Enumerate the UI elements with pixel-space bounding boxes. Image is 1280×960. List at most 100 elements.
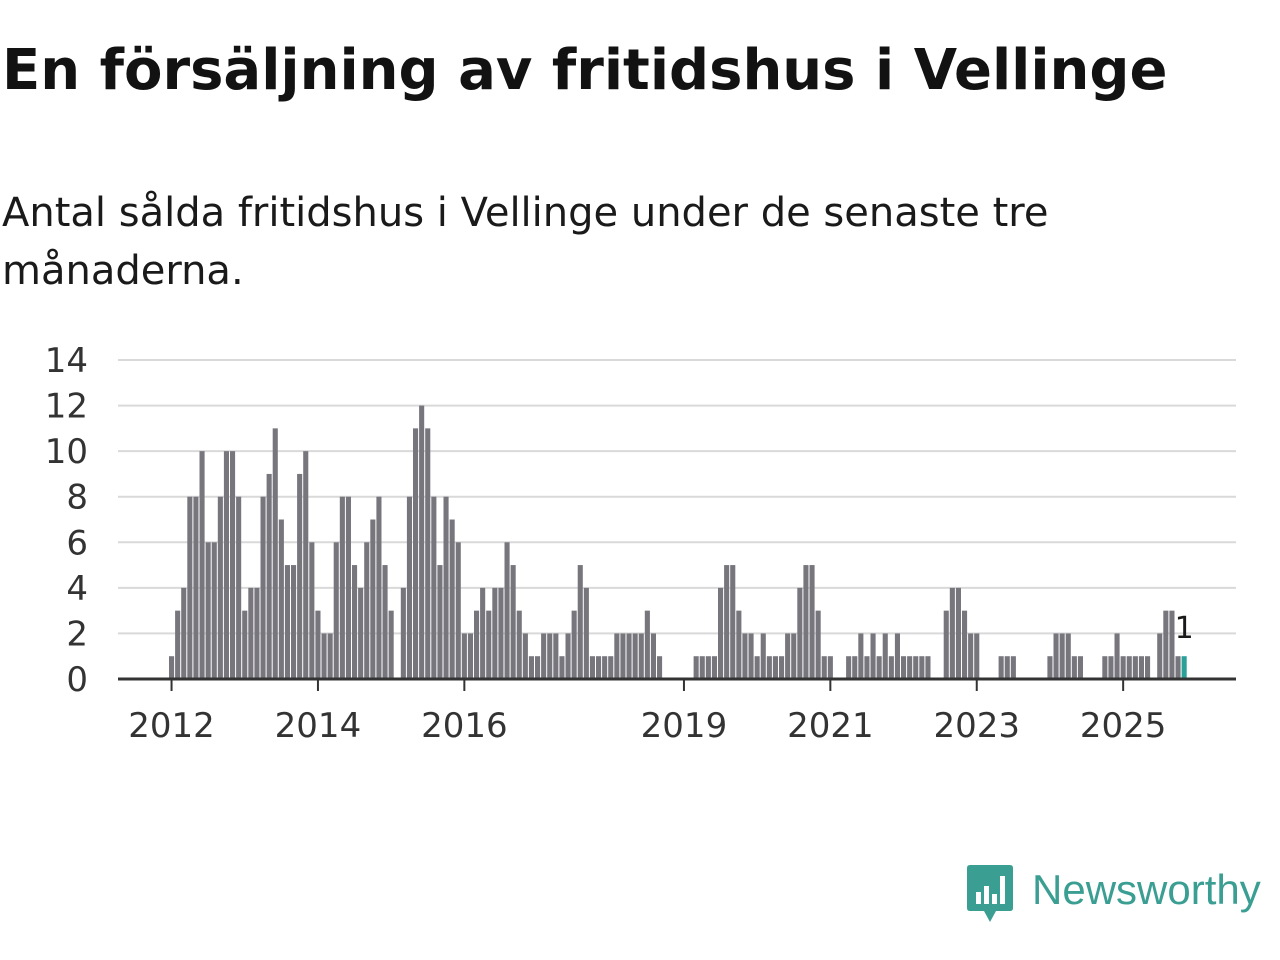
bar xyxy=(522,633,528,679)
bar xyxy=(169,656,175,679)
bar xyxy=(492,587,498,679)
y-tick-label: 2 xyxy=(66,614,88,654)
chart-title: En försäljning av fritidshus i Vellinge xyxy=(2,38,1168,103)
bar xyxy=(803,565,809,679)
bar xyxy=(254,587,260,679)
bar xyxy=(1163,610,1169,679)
highlight-value-label: 1 xyxy=(1175,611,1194,646)
bar xyxy=(272,428,278,679)
y-axis: 0 2 4 6 8 10 12 14 xyxy=(45,341,88,700)
bar xyxy=(638,633,644,679)
bar xyxy=(1120,656,1126,679)
bar xyxy=(1059,633,1065,679)
brand-name: Newsworthy xyxy=(1032,866,1261,913)
bar xyxy=(632,633,638,679)
bar xyxy=(809,565,815,679)
bar xyxy=(797,587,803,679)
bar xyxy=(193,496,199,679)
bar xyxy=(1065,633,1071,679)
bar xyxy=(1004,656,1010,679)
bar xyxy=(388,610,394,679)
chart-subtitle: Antal sålda fritidshus i Vellinge under … xyxy=(2,190,1049,294)
bar xyxy=(852,656,858,679)
bar xyxy=(644,610,650,679)
bar xyxy=(553,633,559,679)
bar xyxy=(211,542,217,679)
bar xyxy=(699,656,705,679)
bar xyxy=(974,633,980,679)
bar xyxy=(400,587,406,679)
bar xyxy=(486,610,492,679)
y-tick-label: 6 xyxy=(66,523,88,563)
bar xyxy=(901,656,907,679)
bar xyxy=(443,496,449,679)
x-tick-label: 2025 xyxy=(1080,706,1167,746)
x-axis: 2012 2014 2016 2019 2021 2023 2025 xyxy=(118,677,1236,746)
bar xyxy=(1053,633,1059,679)
bar xyxy=(620,633,626,679)
bar xyxy=(870,633,876,679)
bar xyxy=(705,656,711,679)
bar xyxy=(876,656,882,679)
bar xyxy=(888,656,894,679)
bar xyxy=(1077,656,1083,679)
bar xyxy=(364,542,370,679)
bar xyxy=(864,656,870,679)
bar xyxy=(626,633,632,679)
bar xyxy=(608,656,614,679)
newsworthy-logo: Newsworthy xyxy=(964,864,1280,928)
bar xyxy=(303,451,309,679)
bar xyxy=(998,656,1004,679)
bar xyxy=(766,656,772,679)
bar xyxy=(297,473,303,679)
bar xyxy=(772,656,778,679)
bar xyxy=(955,587,961,679)
bar xyxy=(419,405,425,679)
bar xyxy=(589,656,595,679)
bar xyxy=(199,451,205,679)
bar xyxy=(352,565,358,679)
bar xyxy=(711,656,717,679)
y-tick-label: 8 xyxy=(66,478,88,518)
bar xyxy=(504,542,510,679)
bar xyxy=(327,633,333,679)
bar xyxy=(718,587,724,679)
bar xyxy=(913,656,919,679)
bar xyxy=(406,496,412,679)
bar xyxy=(693,656,699,679)
bar xyxy=(724,565,730,679)
bar xyxy=(583,587,589,679)
bar xyxy=(596,656,602,679)
bar xyxy=(1181,656,1187,679)
bar xyxy=(760,633,766,679)
x-tick-label: 2012 xyxy=(128,706,215,746)
bar xyxy=(614,633,620,679)
data-labels: 1 xyxy=(1175,611,1194,646)
bar xyxy=(1138,656,1144,679)
bar xyxy=(358,587,364,679)
bar xyxy=(376,496,382,679)
bars xyxy=(169,405,1187,679)
bar xyxy=(1071,656,1077,679)
bar xyxy=(949,587,955,679)
bar xyxy=(510,565,516,679)
bar xyxy=(894,633,900,679)
bar xyxy=(236,496,242,679)
x-tick-label: 2023 xyxy=(933,706,1020,746)
bar xyxy=(382,565,388,679)
bar xyxy=(559,656,565,679)
bar-chart: 0 2 4 6 8 10 12 14 2012 2014 2016 2019 2021 2023 2025… xyxy=(45,341,1236,746)
bar xyxy=(230,451,236,679)
bar xyxy=(516,610,522,679)
bar xyxy=(370,519,376,679)
bar xyxy=(1145,656,1151,679)
bar xyxy=(467,633,473,679)
bar xyxy=(821,656,827,679)
bar xyxy=(858,633,864,679)
bar xyxy=(754,656,760,679)
bar xyxy=(907,656,913,679)
bar xyxy=(474,610,480,679)
bar xyxy=(571,610,577,679)
bar xyxy=(541,633,547,679)
bar xyxy=(480,587,486,679)
